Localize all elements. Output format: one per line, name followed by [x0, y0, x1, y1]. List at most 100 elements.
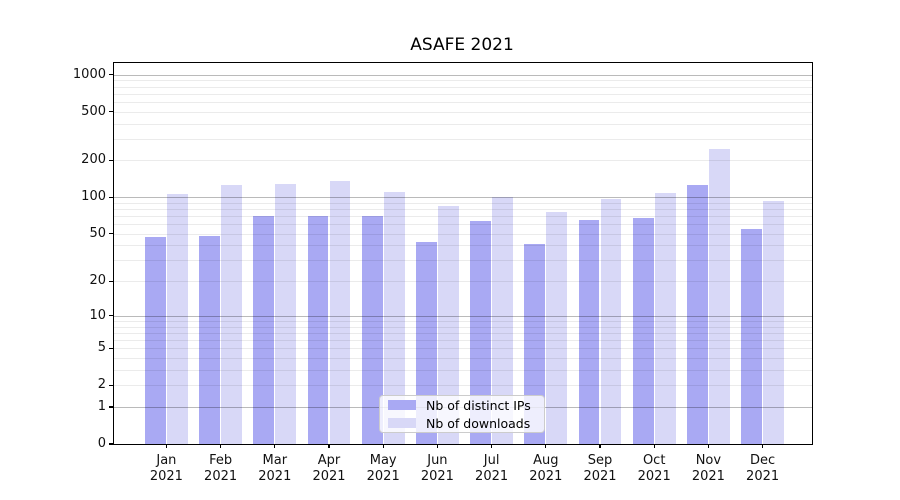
- x-tick-label: Mar 2021: [258, 453, 292, 484]
- y-tick-label: 2: [97, 377, 106, 393]
- gridline-minor: [114, 339, 812, 341]
- gridline-minor: [114, 80, 812, 82]
- gridline-minor: [114, 123, 812, 125]
- y-tick: [109, 406, 113, 408]
- x-tick: [165, 444, 167, 448]
- x-tick: [599, 444, 601, 448]
- bar-downloads-jan: [167, 194, 188, 444]
- x-tick: [328, 444, 330, 448]
- x-tick-label: Feb 2021: [204, 453, 238, 484]
- gridline-minor: [114, 138, 812, 140]
- gridline-minor: [114, 357, 812, 359]
- legend-swatch-downloads: [388, 418, 416, 428]
- gridline-major: [114, 197, 812, 199]
- legend-item-downloads: Nb of downloads: [380, 416, 544, 431]
- x-tick-label: Jan 2021: [149, 453, 183, 484]
- x-tick-label: Dec 2021: [746, 453, 780, 484]
- x-tick-label: Jun 2021: [420, 453, 454, 484]
- x-tick: [436, 444, 438, 448]
- y-tick: [109, 280, 113, 282]
- x-tick-label: Jul 2021: [475, 453, 509, 484]
- x-tick: [382, 444, 384, 448]
- bar-distinct-ips-aug: [524, 244, 546, 444]
- y-tick-label: 1000: [72, 66, 106, 82]
- y-tick-label: 200: [81, 152, 106, 168]
- y-tick: [109, 315, 113, 317]
- bar-distinct-ips-jun: [416, 241, 437, 444]
- gridline-minor: [114, 101, 812, 103]
- bar-downloads-apr: [329, 181, 351, 444]
- x-tick-label: Apr 2021: [312, 453, 346, 484]
- x-tick-label: Oct 2021: [637, 453, 671, 484]
- gridline-minor: [114, 326, 812, 328]
- bar-distinct-ips-apr: [307, 216, 329, 444]
- gridline-minor: [114, 260, 812, 262]
- legend: Nb of distinct IPs Nb of downloads: [379, 395, 545, 433]
- bar-distinct-ips-feb: [199, 235, 220, 444]
- gridline-minor: [114, 86, 812, 88]
- gridline-minor: [114, 224, 812, 226]
- bar-distinct-ips-mar: [253, 216, 275, 444]
- bar-downloads-may: [383, 192, 405, 444]
- y-tick: [109, 111, 113, 113]
- gridline-major: [114, 74, 812, 76]
- bar-distinct-ips-may: [361, 216, 383, 444]
- y-tick: [109, 384, 113, 386]
- y-tick: [109, 233, 113, 235]
- legend-swatch-distinct-ips: [388, 400, 416, 410]
- x-tick-label: Sep 2021: [583, 453, 617, 484]
- y-tick: [109, 347, 113, 349]
- gridline-minor: [114, 216, 812, 218]
- bar-downloads-sep: [600, 199, 622, 444]
- bar-downloads-feb: [221, 185, 242, 444]
- bar-distinct-ips-jan: [145, 237, 166, 444]
- gridline-minor: [114, 385, 812, 387]
- y-tick-label: 20: [89, 273, 106, 289]
- x-tick: [545, 444, 547, 448]
- bar-downloads-jun: [438, 205, 459, 444]
- y-tick: [109, 159, 113, 162]
- y-tick: [109, 443, 113, 445]
- bar-downloads-mar: [275, 183, 297, 444]
- y-tick-label: 1: [97, 398, 106, 414]
- bar-downloads-dec: [763, 200, 784, 444]
- gridline-major: [114, 315, 812, 317]
- x-tick-label: Aug 2021: [529, 453, 563, 484]
- bar-downloads-jul: [492, 196, 513, 444]
- gridline-minor: [114, 160, 812, 162]
- x-tick: [220, 444, 222, 448]
- gridline-minor: [114, 233, 812, 235]
- bar-distinct-ips-sep: [578, 220, 600, 444]
- gridline-minor: [114, 281, 812, 283]
- legend-item-distinct-ips: Nb of distinct IPs: [380, 398, 544, 413]
- y-tick-label: 10: [89, 307, 106, 323]
- page-title: ASAFE 2021: [410, 35, 514, 55]
- gridline-minor: [114, 209, 812, 211]
- gridline-minor: [114, 111, 812, 113]
- y-tick-label: 100: [81, 189, 106, 205]
- x-tick-label: May 2021: [366, 453, 400, 484]
- bar-distinct-ips-dec: [741, 228, 762, 444]
- bar-downloads-aug: [546, 211, 568, 444]
- gridline-minor: [114, 348, 812, 350]
- legend-label-distinct-ips: Nb of distinct IPs: [426, 397, 531, 413]
- bar-downloads-oct: [654, 193, 676, 444]
- y-tick: [109, 196, 113, 198]
- gridline-minor: [114, 332, 812, 334]
- bar-downloads-nov: [709, 149, 730, 444]
- bar-distinct-ips-nov: [687, 184, 708, 444]
- x-tick-label: Nov 2021: [691, 453, 725, 484]
- gridline-minor: [114, 202, 812, 204]
- y-tick-label: 500: [81, 103, 106, 119]
- x-tick: [707, 444, 709, 448]
- x-tick: [762, 444, 764, 448]
- y-tick-label: 50: [89, 225, 106, 241]
- gridline-minor: [114, 93, 812, 95]
- x-tick: [653, 444, 655, 448]
- legend-label-downloads: Nb of downloads: [426, 415, 531, 431]
- x-tick: [274, 444, 276, 448]
- bar-distinct-ips-oct: [632, 218, 654, 444]
- gridline-minor: [114, 245, 812, 247]
- y-tick-label: 0: [97, 436, 106, 451]
